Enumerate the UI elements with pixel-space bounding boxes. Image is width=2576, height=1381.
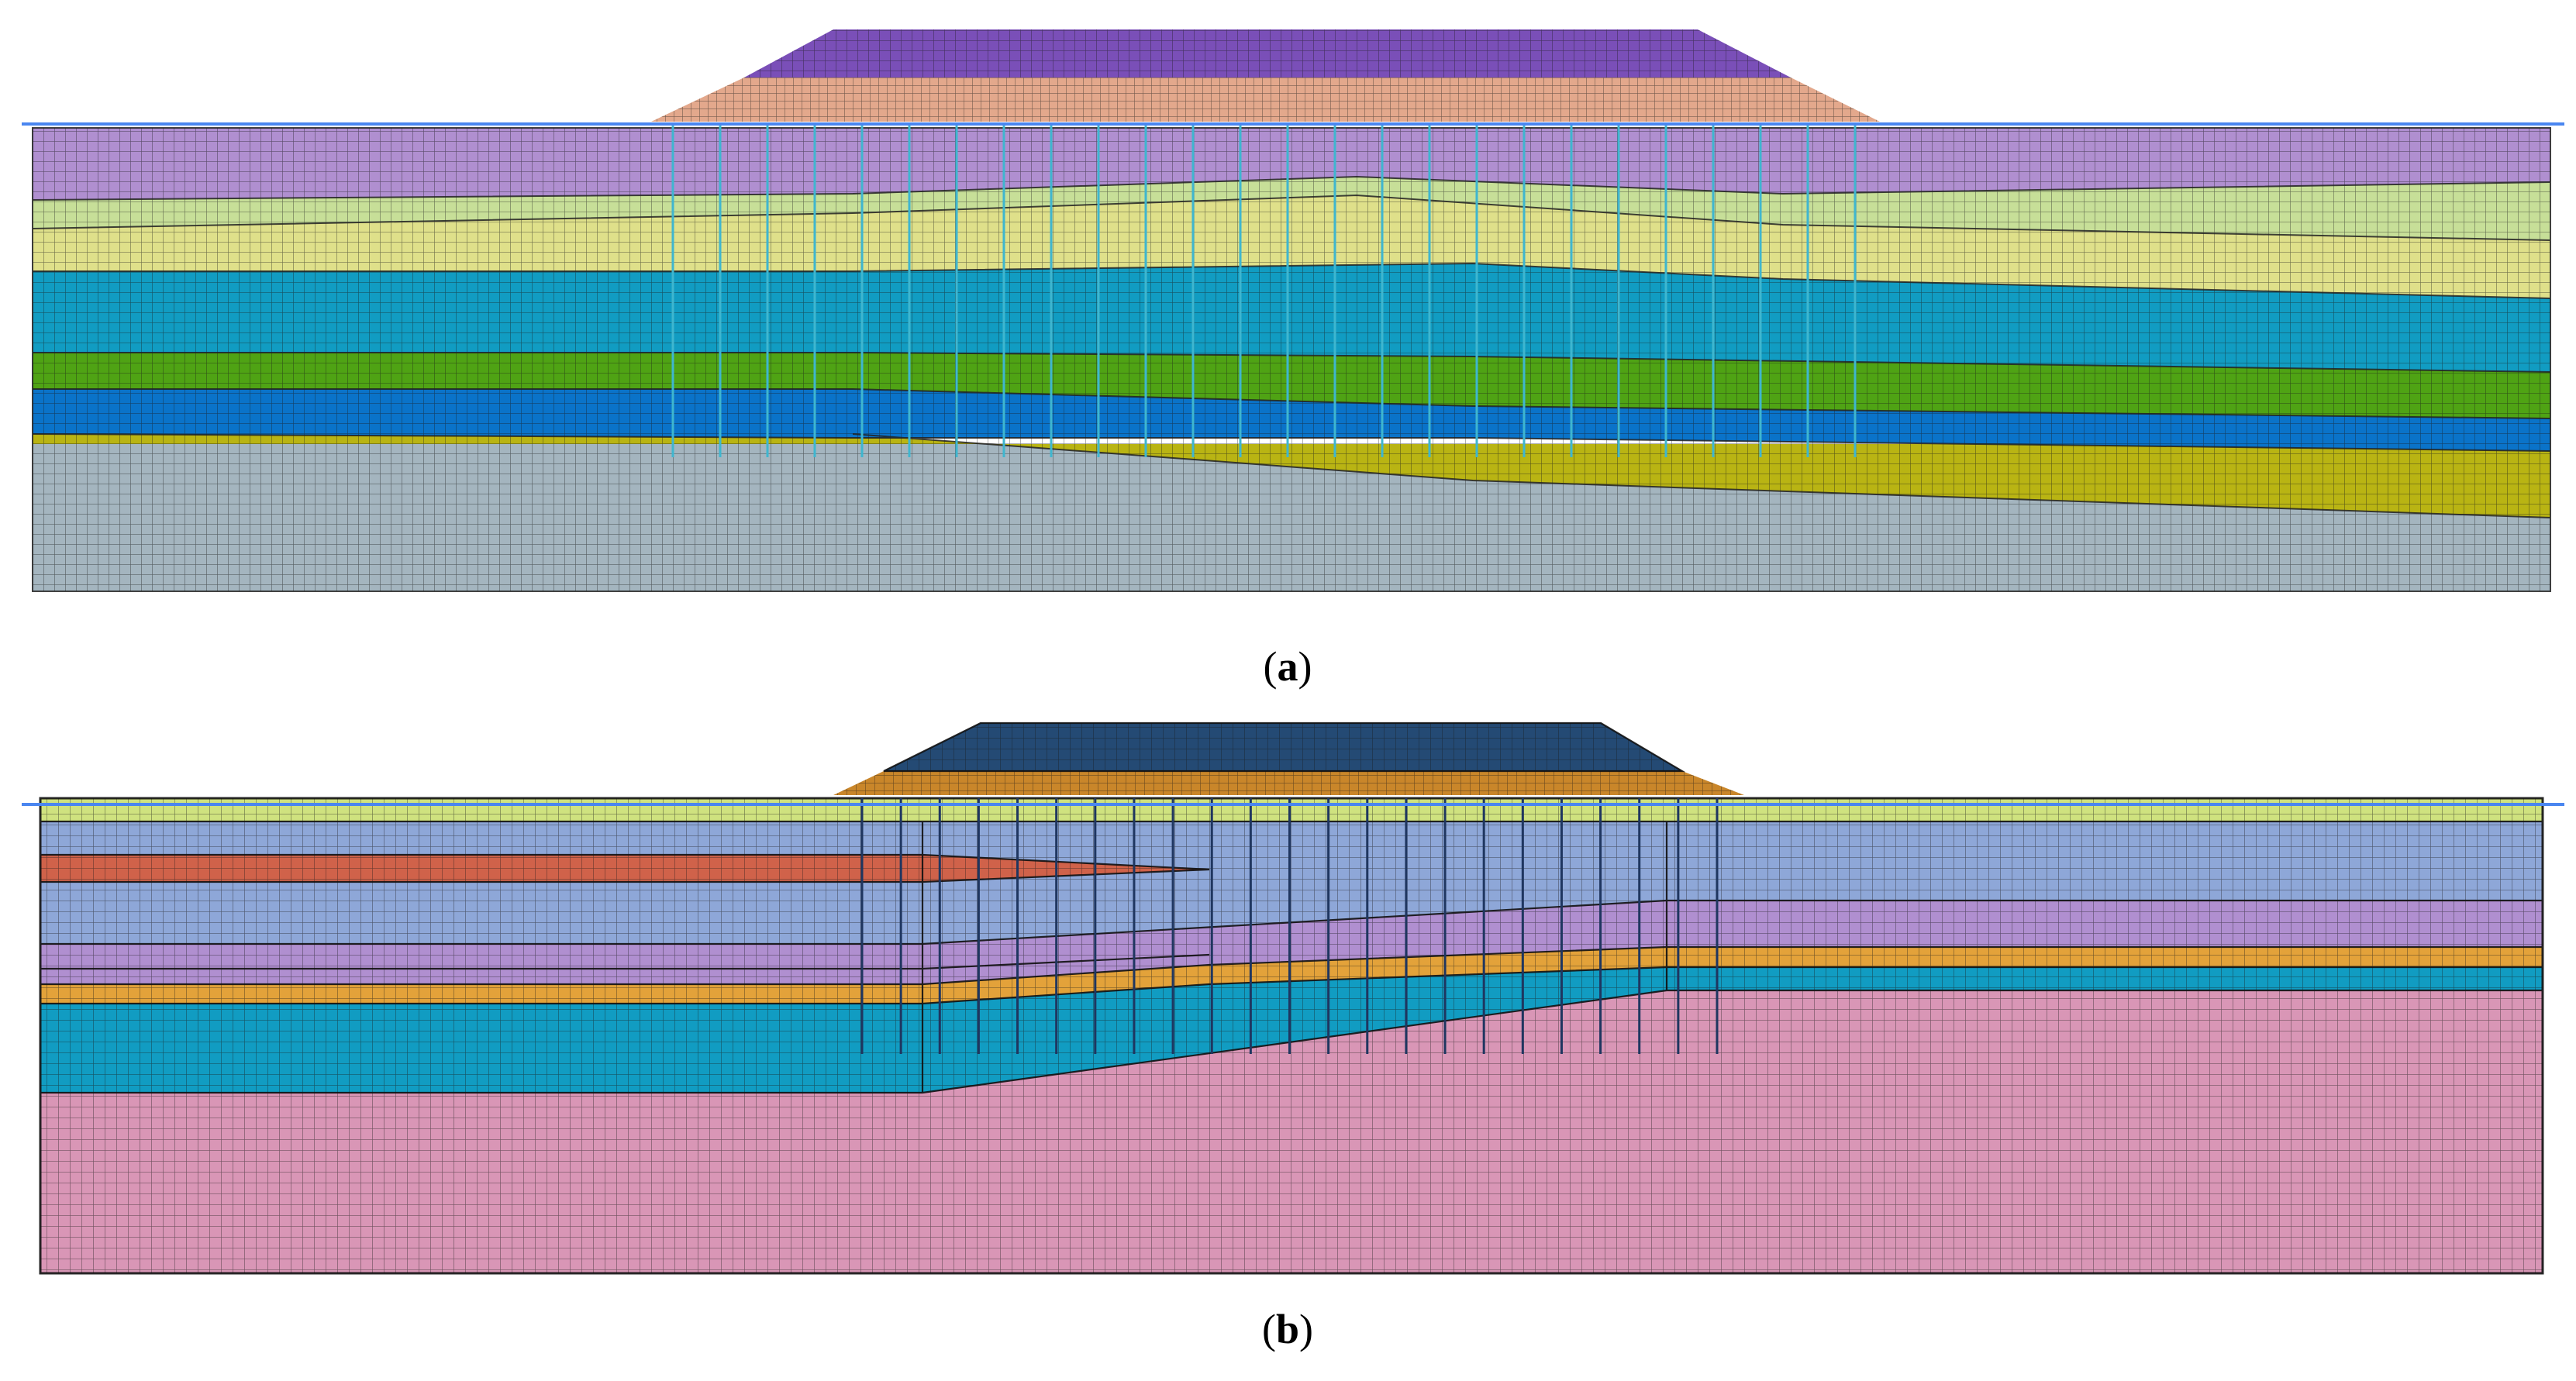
panel-a-caption: (a) bbox=[1263, 643, 1312, 690]
panel-a-mesh bbox=[22, 29, 2564, 592]
panel-a-piles bbox=[671, 124, 1857, 457]
panel-b-piles bbox=[860, 798, 1719, 1054]
panel-a-mesh-grid bbox=[33, 128, 2550, 591]
panel-b-mesh-grid bbox=[40, 798, 2543, 1273]
panel-b-caption: (b) bbox=[1261, 1306, 1313, 1352]
panel-b-mesh bbox=[22, 721, 2564, 1275]
